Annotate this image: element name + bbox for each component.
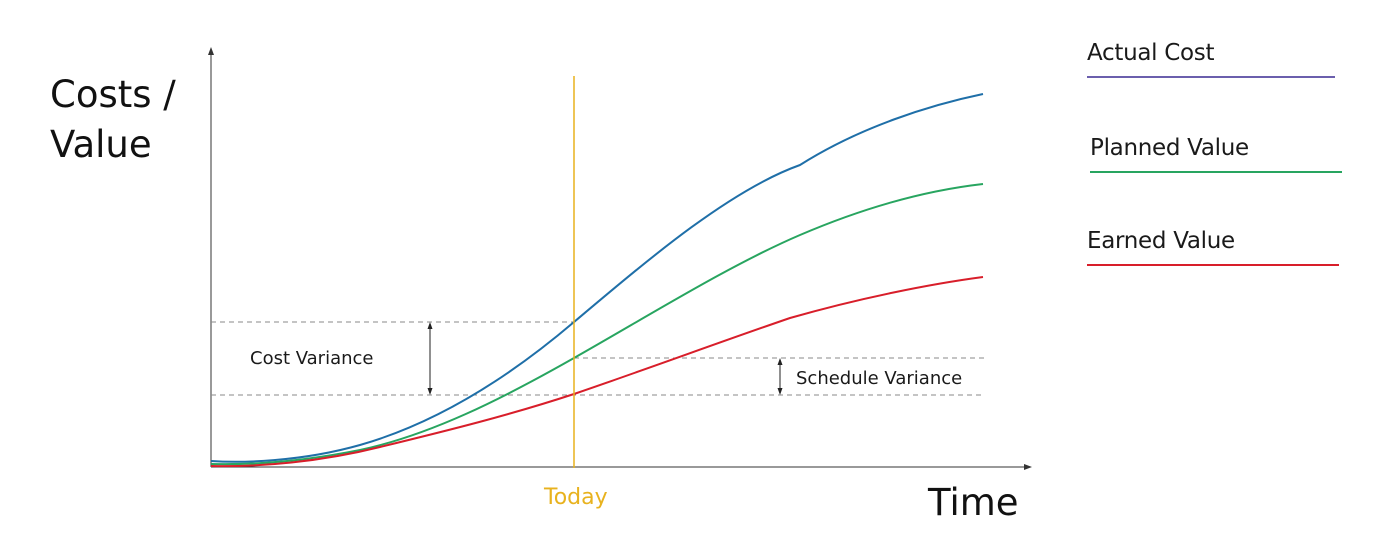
y-axis-arrow [208,47,214,55]
planned-value-curve [210,183,984,466]
cost-variance-label: Cost Variance [250,348,374,369]
legend-swatch-actual-cost [1087,76,1335,78]
legend-label-actual-cost: Actual Cost [1087,40,1215,66]
today-label: Today [543,485,608,510]
legend-label-planned-value: Planned Value [1090,135,1249,161]
y-axis-label: Costs / Value [50,70,210,170]
legend-label-earned-value: Earned Value [1087,228,1235,254]
legend-swatch-earned-value [1087,264,1339,266]
actual-cost-curve [210,93,984,463]
schedule-variance-label: Schedule Variance [796,368,962,389]
legend-item-planned-value: Planned Value [1090,131,1350,173]
schedule-variance-arrow [777,358,783,395]
y-axis-label-line-1: Costs / [50,73,176,116]
cost-variance-arrow [427,322,433,395]
legend-item-earned-value: Earned Value [1087,224,1347,266]
x-axis-label: Time [928,481,1019,524]
x-axis-arrow [1024,464,1032,470]
legend-item-actual-cost: Actual Cost [1087,36,1347,78]
y-axis-label-line-2: Value [50,123,152,166]
guide-lines [211,321,988,396]
legend-swatch-planned-value [1090,171,1342,173]
